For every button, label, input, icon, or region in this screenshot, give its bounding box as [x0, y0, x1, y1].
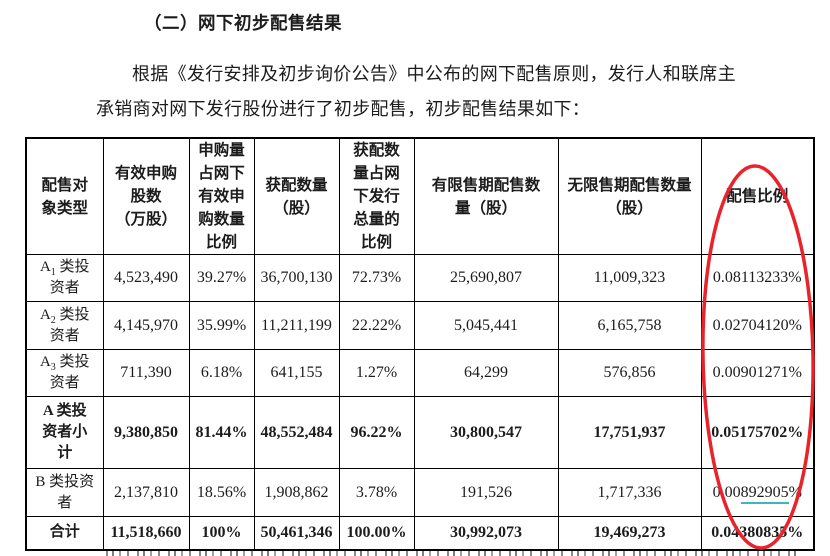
cell-unrestricted-shares: 6,165,758	[557, 301, 702, 350]
cell-allotted-pct: 72.73%	[338, 254, 415, 302]
cell-placement-ratio: 0.08113233%	[700, 254, 815, 302]
intro-paragraph: 根据《发行安排及初步询价公告》中公布的网下配售原则，发行人和联席主 承销商对网下…	[96, 57, 736, 127]
cell-allotted-shares: 36,700,130	[253, 254, 340, 302]
cell-allotted-shares: 641,155	[253, 349, 340, 397]
cell-investor-type: B 类投资 者	[25, 468, 104, 517]
cell-subscription-pct: 39.27%	[188, 254, 255, 302]
cell-allotted-pct: 1.27%	[338, 349, 415, 397]
row-total: 合计 11,518,660 100% 50,461,346 100.00% 30…	[25, 516, 815, 550]
cell-unrestricted-shares: 19,469,273	[557, 516, 702, 550]
cell-investor-type: A 类投 资者小 计	[25, 396, 104, 469]
cell-placement-ratio: 0.00901271%	[700, 349, 815, 397]
paragraph-line-2: 承销商对网下发行股份进行了初步配售，初步配售结果如下：	[96, 99, 591, 119]
row-a-subtotal: A 类投 资者小 计 9,380,850 81.44% 48,552,484 9…	[25, 396, 815, 469]
cell-investor-type: 合计	[25, 516, 104, 550]
cell-placement-ratio: 0.00892905%	[700, 468, 815, 517]
cell-valid-subscription: 2,137,810	[102, 468, 190, 517]
cell-allotted-shares: 1,908,862	[253, 468, 340, 517]
underline-highlight: 892905	[740, 483, 789, 504]
cell-valid-subscription: 9,380,850	[102, 396, 190, 469]
placement-results-table: 配售对 象类型 有效申购 股数 （万股） 申购量 占网下 有效申 购数量 比例 …	[25, 137, 815, 551]
header-investor-type: 配售对 象类型	[25, 137, 104, 255]
cell-unrestricted-shares: 17,751,937	[557, 396, 702, 469]
row-a2-investors: A2 类投 资者 4,145,970 35.99% 11,211,199 22.…	[25, 301, 815, 350]
header-allotted-pct: 获配数 量占网 下发行 总量的 比例	[338, 137, 415, 255]
cell-subscription-pct: 100%	[188, 516, 255, 550]
cell-restricted-shares: 191,526	[413, 468, 559, 517]
header-allotted-shares: 获配数量 （股）	[253, 137, 340, 255]
cell-unrestricted-shares: 11,009,323	[557, 254, 702, 302]
cell-valid-subscription: 11,518,660	[102, 516, 190, 550]
header-placement-ratio: 配售比例	[700, 137, 815, 255]
header-restricted-shares: 有限售期配售数 量（股）	[413, 137, 559, 255]
row-b-investors: B 类投资 者 2,137,810 18.56% 1,908,862 3.78%…	[25, 468, 815, 517]
cell-subscription-pct: 6.18%	[188, 349, 255, 397]
cell-restricted-shares: 64,299	[413, 349, 559, 397]
cell-allotted-pct: 3.78%	[338, 468, 415, 517]
cell-unrestricted-shares: 576,856	[557, 349, 702, 397]
cell-valid-subscription: 4,523,490	[102, 254, 190, 302]
cell-allotted-pct: 100.00%	[338, 516, 415, 550]
cutoff-text-fragment	[103, 551, 800, 556]
cell-restricted-shares: 5,045,441	[413, 301, 559, 350]
row-a3-investors: A3 类投 资者 711,390 6.18% 641,155 1.27% 64,…	[25, 349, 815, 397]
section-heading: （二）网下初步配售结果	[144, 13, 342, 33]
header-row: 配售对 象类型 有效申购 股数 （万股） 申购量 占网下 有效申 购数量 比例 …	[25, 137, 815, 255]
cell-placement-ratio: 0.04380835%	[700, 516, 815, 550]
cell-allotted-pct: 96.22%	[338, 396, 415, 469]
cell-investor-type: A2 类投 资者	[25, 301, 104, 350]
cell-restricted-shares: 25,690,807	[413, 254, 559, 302]
cell-valid-subscription: 711,390	[102, 349, 190, 397]
header-valid-subscription: 有效申购 股数 （万股）	[102, 137, 190, 255]
cell-investor-type: A1 类投 资者	[25, 254, 104, 302]
cell-allotted-pct: 22.22%	[338, 301, 415, 350]
cell-restricted-shares: 30,992,073	[413, 516, 559, 550]
cell-subscription-pct: 81.44%	[188, 396, 255, 469]
cell-investor-type: A3 类投 资者	[25, 349, 104, 397]
header-unrestricted-shares: 无限售期配售数量 （股）	[557, 137, 702, 255]
cell-placement-ratio: 0.02704120%	[700, 301, 815, 350]
cell-restricted-shares: 30,800,547	[413, 396, 559, 469]
paragraph-line-1: 根据《发行安排及初步询价公告》中公布的网下配售原则，发行人和联席主	[132, 64, 736, 84]
cell-unrestricted-shares: 1,717,336	[557, 468, 702, 517]
cell-placement-ratio: 0.05175702%	[700, 396, 815, 469]
cell-allotted-shares: 48,552,484	[253, 396, 340, 469]
header-subscription-pct: 申购量 占网下 有效申 购数量 比例	[188, 137, 255, 255]
row-a1-investors: A1 类投 资者 4,523,490 39.27% 36,700,130 72.…	[25, 254, 815, 302]
cell-subscription-pct: 18.56%	[188, 468, 255, 517]
cell-allotted-shares: 11,211,199	[253, 301, 340, 350]
cell-allotted-shares: 50,461,346	[253, 516, 340, 550]
cell-subscription-pct: 35.99%	[188, 301, 255, 350]
cell-valid-subscription: 4,145,970	[102, 301, 190, 350]
